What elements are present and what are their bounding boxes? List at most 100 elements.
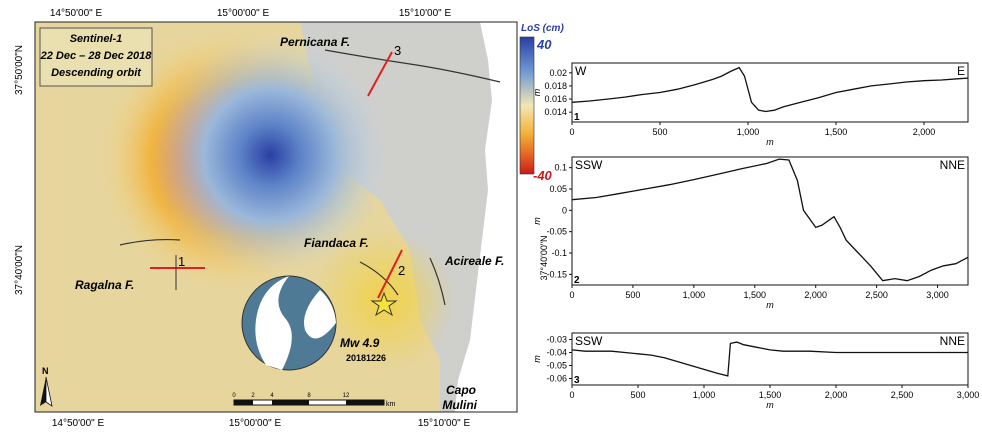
top-tick-2: 15°00'00" E bbox=[217, 8, 270, 19]
left-tick-2: 37°40'00"N bbox=[14, 245, 25, 295]
x-tick-label: 2,500 bbox=[891, 390, 914, 400]
map-title-line-1: Sentinel-1 bbox=[70, 33, 123, 45]
x-axis-label: m bbox=[766, 137, 774, 147]
x-tick-label: 500 bbox=[630, 390, 645, 400]
x-tick-label: 500 bbox=[625, 290, 640, 300]
map-raster bbox=[35, 22, 517, 412]
scale-tick: 8 bbox=[307, 393, 311, 399]
scale-tick: 0 bbox=[232, 393, 236, 399]
profile-frame-2 bbox=[571, 156, 969, 286]
y-axis-label: m bbox=[532, 355, 542, 363]
y-tick-label: 0.02 bbox=[549, 68, 567, 78]
x-tick-label: 2,000 bbox=[825, 390, 848, 400]
profile-line-2 bbox=[377, 249, 403, 299]
x-tick-label: 0 bbox=[569, 127, 574, 137]
y-tick-label: 0.1 bbox=[554, 163, 567, 173]
y-tick-label: 0.018 bbox=[544, 81, 567, 91]
colorbar-max: 40 bbox=[536, 37, 552, 52]
pernicana-fault bbox=[324, 49, 501, 83]
y-axis-label: m bbox=[532, 88, 542, 96]
y-tick-label: -0.04 bbox=[546, 348, 567, 358]
y-tick-label: -0.03 bbox=[546, 335, 567, 345]
focal-mechanism bbox=[241, 275, 337, 371]
profile-chart-2: 0.1 0.05 0 -0.05 -0.1 -0.15 0 500 1,000 1,500 2,00… bbox=[532, 156, 969, 310]
y-tick-label: -0.1 bbox=[551, 248, 567, 258]
north-label: N bbox=[42, 366, 49, 376]
fiandaca-fault bbox=[359, 261, 399, 296]
ragalna-label: Ragalna F. bbox=[75, 278, 134, 292]
epicenter-star-icon bbox=[370, 291, 398, 317]
y-tick-label: 0.014 bbox=[544, 107, 567, 117]
x-tick-label: 0 bbox=[569, 390, 574, 400]
x-tick-label: 3,000 bbox=[957, 390, 980, 400]
direction-label-right: NNE bbox=[940, 158, 965, 172]
x-tick-label: 1,500 bbox=[759, 390, 782, 400]
direction-label-left: W bbox=[575, 64, 587, 78]
x-tick-label: 3,000 bbox=[926, 290, 949, 300]
profile-line-1 bbox=[571, 66, 969, 113]
y-tick-label: 0 bbox=[562, 205, 567, 215]
colorbar-min: -40 bbox=[533, 168, 553, 183]
middle-lat-label: 37°40'00"N bbox=[539, 235, 549, 280]
fiandaca-label: Fiandaca F. bbox=[304, 236, 369, 250]
x-axis-label: m bbox=[766, 400, 774, 410]
map-title-line-2: 22 Dec – 28 Dec 2018 bbox=[40, 50, 153, 62]
x-tick-label: 2,000 bbox=[913, 127, 936, 137]
y-tick-label: 0.016 bbox=[544, 94, 567, 104]
place-label-line-1: Capo bbox=[446, 383, 476, 397]
x-tick-label: 1,000 bbox=[683, 290, 706, 300]
profile-id: 3 bbox=[574, 375, 580, 386]
earthquake-magnitude: Mw 4.9 bbox=[340, 336, 380, 350]
profile-marker-3: 3 bbox=[394, 43, 401, 58]
scale-tick: 2 bbox=[251, 393, 255, 399]
acireale-fault bbox=[429, 257, 446, 306]
direction-label-right: E bbox=[957, 64, 965, 78]
top-tick-1: 14°50'00" E bbox=[50, 8, 103, 19]
profile-chart-3: -0.03 -0.04 -0.05 -0.060 500 1,000 1,500 2,000 2… bbox=[532, 332, 980, 410]
direction-label-left: SSW bbox=[575, 334, 603, 348]
y-tick-label: 0.05 bbox=[549, 184, 567, 194]
profile-id: 2 bbox=[574, 275, 580, 286]
scale-unit: km bbox=[386, 401, 396, 408]
y-tick-label: -0.05 bbox=[546, 361, 567, 371]
x-axis-label: m bbox=[766, 300, 774, 310]
x-tick-label: 1,000 bbox=[693, 390, 716, 400]
y-tick-label: -0.05 bbox=[546, 227, 567, 237]
y-axis-label: m bbox=[532, 217, 542, 225]
profile-marker-1: 1 bbox=[178, 254, 185, 269]
x-tick-label: 500 bbox=[652, 127, 667, 137]
y-tick-label: -0.15 bbox=[546, 269, 567, 279]
profile-id: 1 bbox=[574, 112, 580, 123]
acireale-label: Acireale F. bbox=[444, 254, 504, 268]
map-title-box bbox=[39, 27, 153, 87]
profile-frame-1 bbox=[571, 62, 969, 123]
bottom-tick-2: 15°00'00" E bbox=[229, 418, 282, 429]
profile-line-3 bbox=[571, 341, 968, 377]
scale-tick: 4 bbox=[270, 393, 274, 399]
scale-bar bbox=[233, 399, 385, 406]
x-tick-label: 2,500 bbox=[865, 290, 888, 300]
profile-line-3 bbox=[367, 51, 393, 97]
map-title-line-3: Descending orbit bbox=[51, 67, 142, 79]
profile-frame-3 bbox=[571, 332, 969, 386]
direction-label-left: SSW bbox=[575, 158, 603, 172]
profile-line-2 bbox=[571, 158, 969, 282]
colorbar bbox=[519, 36, 535, 175]
bottom-tick-1: 14°50'00" E bbox=[52, 418, 105, 429]
ragalna-fault bbox=[119, 238, 181, 246]
direction-label-right: NNE bbox=[940, 334, 965, 348]
x-tick-label: 0 bbox=[569, 290, 574, 300]
profile-marker-2: 2 bbox=[398, 263, 405, 278]
x-tick-label: 1,500 bbox=[825, 127, 848, 137]
pernicana-label: Pernicana F. bbox=[280, 35, 350, 49]
left-tick-1: 37°50'00"N bbox=[14, 45, 25, 95]
north-arrow-icon bbox=[40, 377, 46, 406]
bottom-tick-3: 15°10'00" E bbox=[418, 418, 471, 429]
x-tick-label: 2,000 bbox=[804, 290, 827, 300]
scale-tick: 12 bbox=[343, 393, 350, 399]
colorbar-title: LoS (cm) bbox=[521, 23, 564, 34]
x-tick-label: 1,000 bbox=[737, 127, 760, 137]
